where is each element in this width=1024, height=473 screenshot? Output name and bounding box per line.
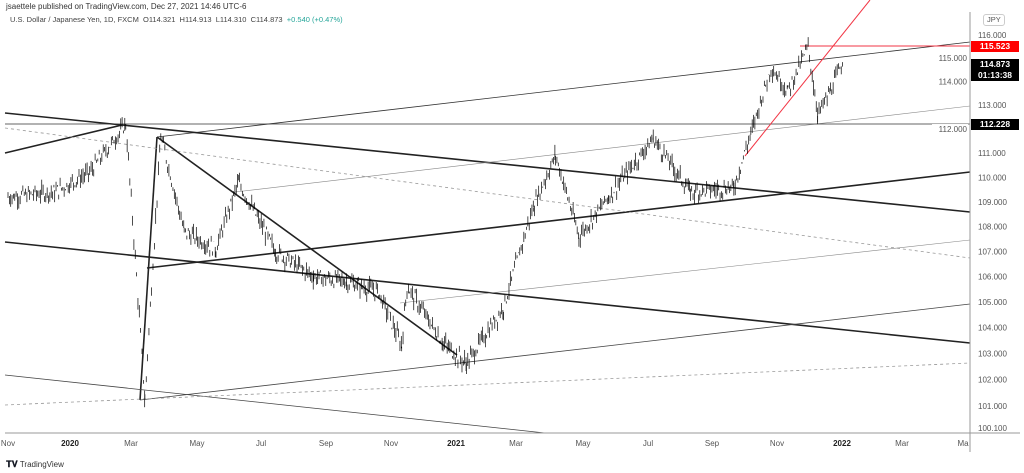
time-tick-label: Nov [384, 439, 398, 448]
time-tick-label: Nov [770, 439, 784, 448]
price-tick-label: 114.000 [939, 78, 968, 87]
price-tick-label: 112.000 [939, 125, 968, 134]
price-tick-label: 111.000 [978, 149, 1006, 158]
last-price: 114.873 [979, 59, 1011, 69]
last-price-tag: 114.873 01:13:38 [971, 59, 1019, 81]
trendline[interactable] [4, 374, 546, 434]
trendline[interactable] [234, 105, 971, 193]
trendline[interactable] [4, 362, 971, 406]
low-value: L114.310 [215, 15, 247, 24]
price-tick-label: 108.000 [978, 222, 1007, 231]
time-tick-label: Sep [319, 439, 334, 448]
tradingview-logo[interactable]: 𝐓𝐕 TradingView [6, 459, 64, 469]
trendline[interactable] [4, 241, 971, 344]
resistance-price-tag: 115.523 [971, 41, 1019, 52]
time-tick-label: 2021 [447, 439, 465, 448]
price-tick-label: 113.000 [978, 101, 1007, 110]
price-tick-label: 109.000 [978, 198, 1007, 207]
price-tick-label: 102.000 [978, 376, 1007, 385]
price-tick-label-bg [932, 53, 968, 64]
currency-button[interactable]: JPY [983, 14, 1005, 26]
trendline[interactable] [139, 136, 158, 401]
time-tick-label: 2020 [61, 439, 79, 448]
price-tick-label: 110.000 [978, 173, 1007, 182]
level-price-tag: 112.228 [971, 119, 1019, 130]
time-tick-label: Mar [124, 439, 138, 448]
price-tick-label: 106.000 [978, 273, 1007, 282]
time-tick-label: May [575, 439, 590, 448]
time-tick-label: Jul [643, 439, 653, 448]
symbol-legend: U.S. Dollar / Japanese Yen, 1D, FXCM O11… [10, 15, 343, 24]
time-tick-label: Mar [895, 439, 909, 448]
trendline[interactable] [139, 303, 971, 401]
price-tick-label: 103.000 [978, 349, 1007, 358]
trendline[interactable] [399, 239, 971, 304]
price-tick-label: 101.000 [978, 402, 1007, 411]
time-tick-label: Sep [705, 439, 720, 448]
high-value: H114.913 [179, 15, 212, 24]
publisher-line: jsaettele published on TradingView.com, … [6, 2, 247, 11]
price-tick-label-bg [932, 124, 968, 135]
tv-logo-icon: 𝐓𝐕 [6, 459, 18, 469]
price-bars [7, 37, 843, 408]
change-value: +0.540 (+0.47%) [286, 15, 343, 24]
trendline[interactable] [4, 124, 123, 154]
price-tick-label: 116.000 [978, 31, 1007, 40]
price-tick-label: 107.000 [978, 247, 1007, 256]
trendline[interactable] [156, 41, 971, 138]
price-tick-label: 100.100 [978, 424, 1007, 433]
price-axis: 116.000 115.000 114.000 113.000 112.000 111.0… [932, 31, 1007, 433]
price-tick-label: 115.000 [939, 54, 968, 63]
time-tick-label: Mar [509, 439, 523, 448]
price-tick-label: 105.000 [978, 298, 1007, 307]
open-value: O114.321 [142, 15, 176, 24]
symbol-name[interactable]: U.S. Dollar / Japanese Yen, 1D, FXCM [10, 15, 139, 24]
trendline[interactable] [156, 136, 458, 356]
bar-countdown: 01:13:38 [977, 70, 1013, 80]
trendline-drawings [4, 0, 971, 434]
time-tick-label: May [189, 439, 204, 448]
time-tick-label: Jul [256, 439, 266, 448]
close-value: C114.873 [250, 15, 283, 24]
trendline[interactable] [4, 127, 971, 259]
price-tick-label: 104.000 [978, 324, 1007, 333]
time-tick-label: 2022 [833, 439, 851, 448]
time-tick-label: Nov [1, 439, 15, 448]
trendline[interactable] [146, 171, 971, 269]
time-axis: Nov 2020 Mar May Jul Sep Nov 2021 Mar May Jul Sep No… [1, 439, 969, 448]
price-tick-label-bg [932, 76, 968, 87]
trendline[interactable] [744, 0, 871, 157]
time-tick-label: Ma [957, 439, 969, 448]
